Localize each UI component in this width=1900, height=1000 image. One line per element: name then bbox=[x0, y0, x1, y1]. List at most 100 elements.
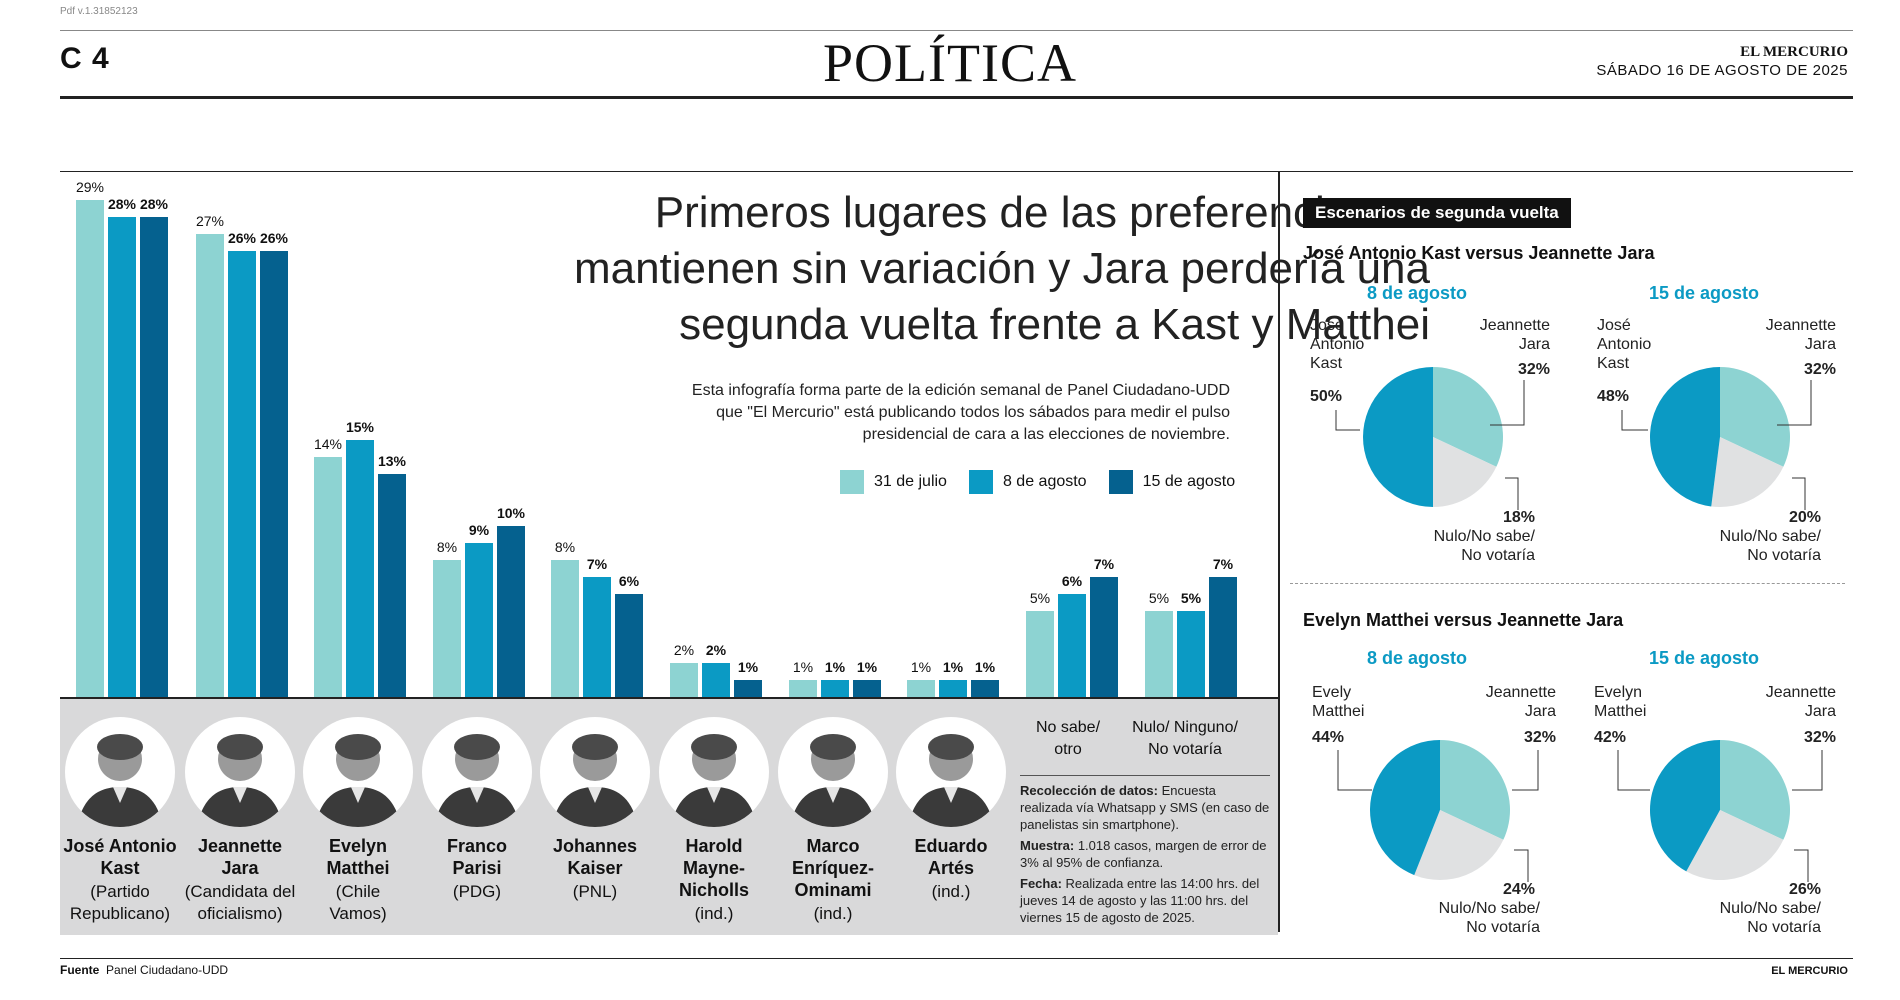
candidate-name-line: Kaiser bbox=[567, 858, 623, 878]
category-label-line: Nulo/ Ninguno/ bbox=[1132, 719, 1238, 736]
pie-label-line: Evelyn bbox=[1594, 684, 1643, 701]
pie-label-line: No votaría bbox=[1747, 919, 1821, 936]
candidate-name-line: Artés bbox=[927, 858, 975, 878]
pie-label-line: Nulo/No sabe/ bbox=[1433, 528, 1535, 545]
pie-label-kast: José Antonio Kast bbox=[1310, 316, 1364, 373]
candidate-name: Evelyn Matthei bbox=[298, 835, 418, 879]
pie-label-line: José bbox=[1597, 317, 1631, 334]
pie-label-line: No votaría bbox=[1466, 919, 1540, 936]
pie-label-nulo: Nulo/No sabe/ No votaría bbox=[1686, 899, 1821, 937]
avatar bbox=[659, 717, 769, 827]
intro-line: Esta infografía forma parte de la edició… bbox=[691, 382, 1230, 399]
second-round-box-title: Escenarios de segunda vuelta bbox=[1303, 198, 1571, 228]
candidate-card: Johannes Kaiser (PNL) bbox=[535, 717, 655, 903]
pie-slice bbox=[1686, 810, 1784, 881]
pie-label-line: Nulo/No sabe/ bbox=[1719, 528, 1821, 545]
pie-label-nulo: Nulo/No sabe/ No votaría bbox=[1686, 527, 1821, 565]
candidate-card: Eduardo Artés (ind.) bbox=[891, 717, 1011, 903]
bar-value-label: 7% bbox=[1212, 556, 1234, 573]
candidate-party-line: (ind.) bbox=[813, 904, 853, 923]
bar-value-label: 1% bbox=[910, 658, 932, 675]
pie-value-jara: 32% bbox=[1803, 361, 1836, 378]
candidate-name-line: Mayne- bbox=[682, 858, 745, 878]
bar bbox=[346, 439, 374, 697]
pie-leader-line bbox=[1792, 477, 1806, 510]
bar-value-label: 1% bbox=[824, 658, 846, 675]
pie-value-kast: 48% bbox=[1597, 388, 1630, 405]
category-label-no-sabe: No sabe/ otro bbox=[1018, 717, 1118, 761]
pie-label-line: Jara bbox=[1524, 703, 1556, 720]
scenario-divider bbox=[1290, 583, 1845, 584]
pie-leader-line bbox=[1335, 410, 1360, 431]
candidate-party-line: (PNL) bbox=[572, 882, 618, 901]
masthead-brand: EL MERCURIO bbox=[1740, 44, 1848, 60]
bar-value-label: 28% bbox=[107, 196, 137, 213]
bar bbox=[702, 662, 730, 697]
bar-value-label: 9% bbox=[468, 521, 490, 538]
intro-text: Esta infografía forma parte de la edició… bbox=[560, 380, 1230, 446]
portrait-icon bbox=[197, 734, 283, 827]
pie-value-matthei: 42% bbox=[1594, 729, 1627, 746]
bar bbox=[1177, 611, 1205, 697]
legend-label: 8 de agosto bbox=[1002, 473, 1087, 490]
bar bbox=[1209, 577, 1237, 697]
headline-line: Primeros lugares de las preferencias se bbox=[654, 188, 1430, 237]
legend-swatch bbox=[840, 470, 864, 494]
portrait-icon bbox=[434, 734, 520, 827]
candidate-name-line: Jeannette bbox=[197, 836, 283, 856]
pie-value-nulo: 26% bbox=[1788, 881, 1821, 898]
pie-label-line: Jeannette bbox=[1485, 684, 1556, 701]
bar bbox=[433, 559, 461, 697]
candidate-name-line: Ominami bbox=[794, 880, 872, 900]
bar bbox=[465, 542, 493, 697]
pie-leader-line bbox=[1505, 477, 1519, 510]
pie-label-jara: Jeannette Jara bbox=[1470, 316, 1550, 354]
candidate-name-line: Evelyn bbox=[328, 836, 388, 856]
footer-rule bbox=[60, 958, 1853, 959]
chart-legend: 31 de julio 8 de agosto 15 de agosto bbox=[840, 470, 1235, 494]
candidate-party-line: (PDG) bbox=[452, 882, 502, 901]
pie-label-line: Jara bbox=[1518, 336, 1550, 353]
muestra-label: Muestra: bbox=[1020, 838, 1075, 853]
bar-value-label: 10% bbox=[496, 504, 526, 521]
avatar bbox=[65, 717, 175, 827]
bar bbox=[228, 251, 256, 697]
pie-label-line: Antonio bbox=[1310, 336, 1365, 353]
pie-slice bbox=[1720, 367, 1790, 467]
candidate-party: (Candidata del oficialismo) bbox=[180, 881, 300, 925]
bar-value-label: 26% bbox=[259, 230, 289, 247]
pie-label-line: No votaría bbox=[1461, 547, 1535, 564]
source-label: Fuente bbox=[60, 963, 100, 977]
pie-slice bbox=[1440, 740, 1511, 840]
legend-item-31-julio: 31 de julio bbox=[840, 470, 947, 494]
candidate-card: Evelyn Matthei (Chile Vamos) bbox=[298, 717, 418, 925]
pie-slice bbox=[1414, 810, 1504, 880]
pie-value-nulo: 18% bbox=[1502, 509, 1535, 526]
bar-value-label: 26% bbox=[227, 230, 257, 247]
candidate-name-line: Enríquez- bbox=[791, 858, 874, 878]
pie-leader-line bbox=[1490, 380, 1525, 426]
bar-value-label: 1% bbox=[942, 658, 964, 675]
candidate-party: (ind.) bbox=[654, 903, 774, 925]
candidate-party: (ind.) bbox=[773, 903, 893, 925]
intro-line: que "El Mercurio" está publicando todos … bbox=[716, 404, 1230, 421]
candidate-name: Franco Parisi bbox=[417, 835, 537, 879]
pie-label-line: Matthei bbox=[1594, 703, 1647, 720]
pie-slice bbox=[1433, 367, 1503, 467]
pie-leader-line bbox=[1794, 849, 1809, 882]
portrait-icon bbox=[77, 734, 163, 827]
bar-value-label: 8% bbox=[436, 538, 458, 555]
pie-value-jara: 32% bbox=[1523, 729, 1556, 746]
legend-swatch bbox=[968, 470, 993, 494]
bar-value-label: 1% bbox=[974, 658, 996, 675]
bar bbox=[939, 679, 967, 697]
bar-value-label: 7% bbox=[586, 556, 608, 573]
recoleccion-text: Encuesta realizada vía Whatsapp y SMS (e… bbox=[1020, 783, 1270, 832]
avatar bbox=[896, 717, 1006, 827]
pie-label-jara: Jeannette Jara bbox=[1756, 316, 1836, 354]
headline-line: segunda vuelta frente a Kast y Matthei bbox=[679, 300, 1430, 349]
header-top-rule bbox=[60, 30, 1853, 31]
candidate-party-line: Republicano) bbox=[69, 904, 171, 923]
candidate-name-line: Nicholls bbox=[678, 880, 749, 900]
pie-value-nulo: 24% bbox=[1502, 881, 1535, 898]
